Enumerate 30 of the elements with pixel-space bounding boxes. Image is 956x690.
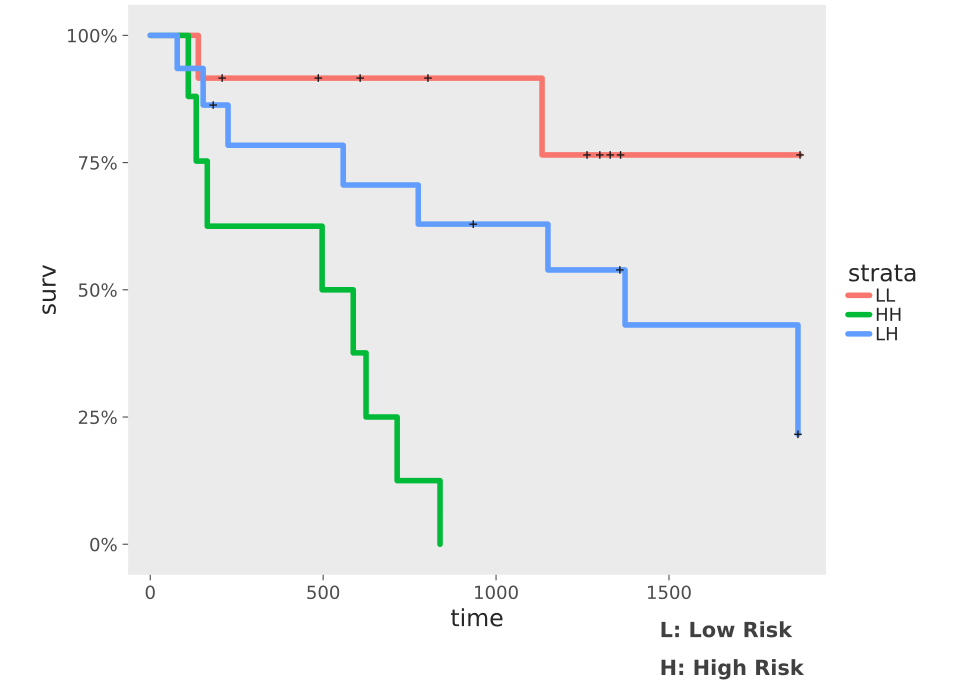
- point: [615, 265, 624, 274]
- x-axis-title: time: [451, 608, 502, 626]
- y-tick-label: 100%: [68, 28, 117, 42]
- y-axis-title: surv: [42, 265, 56, 314]
- point: [606, 150, 615, 160]
- x-tick-label: 1500: [648, 586, 691, 600]
- text: H: High Risk: [662, 659, 804, 680]
- point: [356, 74, 365, 83]
- point: [208, 100, 218, 110]
- point: [796, 150, 805, 160]
- point: [616, 150, 626, 160]
- text: L: Low Risk: [662, 621, 792, 638]
- legend-label: LH: [876, 327, 897, 340]
- point: [314, 74, 323, 83]
- y-tick-label: 50%: [78, 283, 117, 297]
- x-tick-label: 0: [146, 586, 155, 600]
- point: [218, 74, 227, 83]
- legend-title: strata: [849, 264, 916, 282]
- y-tick-label: 0%: [90, 538, 117, 552]
- y-tick-label: 25%: [78, 410, 117, 424]
- legend-label: LL: [876, 288, 896, 302]
- x-tick-label: 1000: [475, 586, 518, 600]
- legend-label: HH: [876, 308, 900, 321]
- point: [582, 150, 592, 160]
- point: [423, 74, 432, 83]
- point: [468, 220, 478, 229]
- point: [595, 150, 604, 160]
- x-tick-label: 500: [307, 586, 340, 600]
- point: [793, 430, 802, 439]
- y-tick-label: 75%: [79, 156, 117, 170]
